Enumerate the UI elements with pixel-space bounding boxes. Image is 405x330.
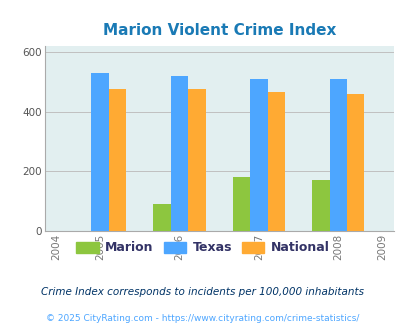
Bar (91, 73, 109, 231)
Legend: Marion, Texas, National: Marion, Texas, National (71, 236, 334, 259)
Bar (346, 94, 364, 231)
Bar (232, 177, 249, 231)
Bar (109, 89, 126, 231)
Bar (171, 76, 188, 231)
Bar (249, 79, 267, 231)
Bar (153, 204, 171, 231)
Bar (311, 180, 329, 231)
Bar (267, 91, 284, 231)
Text: © 2025 CityRating.com - https://www.cityrating.com/crime-statistics/: © 2025 CityRating.com - https://www.city… (46, 314, 359, 323)
Bar (188, 88, 205, 231)
Bar (329, 79, 346, 231)
Title: Marion Violent Crime Index: Marion Violent Crime Index (102, 23, 335, 38)
Text: Crime Index corresponds to incidents per 100,000 inhabitants: Crime Index corresponds to incidents per… (41, 287, 364, 297)
